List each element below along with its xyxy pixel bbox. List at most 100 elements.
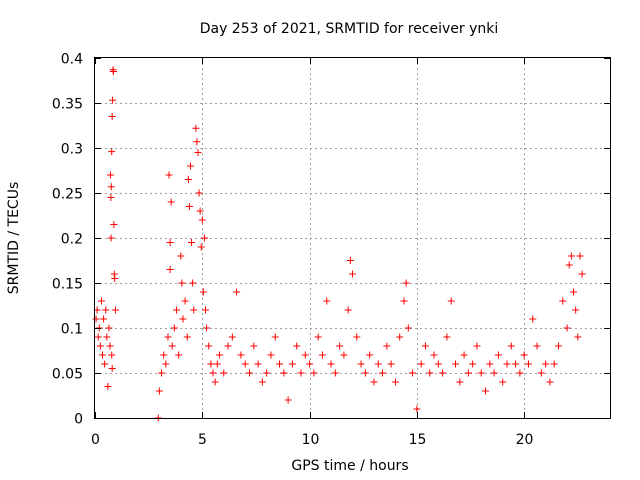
y-tick-label: 0.05 <box>52 367 83 383</box>
x-tick-label: 20 <box>516 432 534 448</box>
data-point <box>105 324 113 332</box>
data-point <box>177 252 185 260</box>
data-point <box>353 333 361 341</box>
data-point <box>155 387 163 395</box>
data-point <box>104 383 112 390</box>
data-point <box>327 360 335 368</box>
data-point <box>574 333 582 341</box>
data-point <box>175 351 183 359</box>
data-point <box>188 239 196 246</box>
data-point <box>197 243 205 251</box>
data-point <box>160 351 168 359</box>
data-point <box>254 360 262 368</box>
data-point <box>168 342 176 350</box>
data-point <box>170 324 178 332</box>
data-point <box>205 342 213 350</box>
data-point <box>473 342 481 350</box>
y-tick-label: 0.4 <box>61 52 83 68</box>
data-point <box>344 306 352 314</box>
data-point <box>494 351 502 359</box>
data-point <box>106 171 114 179</box>
data-point <box>181 297 189 305</box>
data-point <box>520 351 528 359</box>
data-point <box>103 333 111 341</box>
data-point <box>565 261 573 269</box>
data-point <box>194 149 202 156</box>
data-point <box>452 360 459 368</box>
data-point <box>101 360 109 368</box>
data-point <box>186 162 194 170</box>
data-point <box>224 342 232 350</box>
data-point <box>349 270 356 278</box>
y-tick-label: 0 <box>74 412 83 428</box>
data-point <box>306 360 314 368</box>
data-point <box>109 68 117 75</box>
data-point <box>456 378 464 386</box>
data-point <box>110 221 118 228</box>
data-point <box>434 360 442 368</box>
data-point <box>165 171 173 179</box>
data-point <box>490 369 498 377</box>
data-point <box>108 113 116 120</box>
data-point <box>370 378 378 386</box>
plot-frame <box>94 57 611 419</box>
data-point <box>246 369 253 377</box>
data-point <box>107 234 115 242</box>
data-point <box>108 365 116 372</box>
data-point <box>233 288 241 296</box>
data-point <box>310 369 318 377</box>
data-point <box>173 306 181 314</box>
data-point <box>109 96 117 104</box>
data-point <box>288 360 296 368</box>
data-point <box>318 351 326 359</box>
data-point <box>108 148 116 156</box>
data-point <box>379 369 387 377</box>
x-tick-label: 15 <box>409 432 427 448</box>
data-point <box>211 378 219 386</box>
data-point <box>271 333 279 341</box>
data-point <box>215 351 223 359</box>
data-point <box>537 369 545 377</box>
data-point <box>185 203 193 210</box>
data-point <box>196 207 204 215</box>
data-point <box>99 351 107 359</box>
data-point <box>207 360 215 368</box>
data-point <box>499 378 507 386</box>
data-point <box>200 234 208 242</box>
data-point <box>241 360 249 368</box>
data-point <box>460 351 468 359</box>
data-point <box>107 194 115 201</box>
data-point <box>209 369 217 377</box>
data-point <box>193 138 201 146</box>
data-point <box>366 351 374 359</box>
data-point <box>524 360 532 368</box>
data-point <box>314 333 322 341</box>
data-point <box>570 288 578 296</box>
data-point <box>336 342 344 350</box>
data-point <box>195 189 203 197</box>
data-point <box>213 360 221 368</box>
data-point <box>276 360 284 368</box>
y-tick-label: 0.3 <box>61 142 83 158</box>
data-point <box>162 360 170 368</box>
data-point <box>417 360 425 368</box>
data-point <box>331 369 339 377</box>
data-point <box>576 252 584 260</box>
data-point <box>563 324 571 332</box>
data-point <box>346 257 354 264</box>
data-point <box>92 315 100 323</box>
data-point <box>250 342 258 350</box>
data-point <box>387 360 395 368</box>
data-point <box>189 279 197 287</box>
data-point <box>203 324 211 332</box>
data-point <box>572 306 580 314</box>
data-point <box>267 351 275 359</box>
x-tick-label: 5 <box>198 432 207 448</box>
data-point <box>383 342 391 350</box>
data-point <box>158 369 166 377</box>
data-point <box>94 333 102 341</box>
data-point <box>190 306 198 314</box>
data-point <box>533 342 541 350</box>
